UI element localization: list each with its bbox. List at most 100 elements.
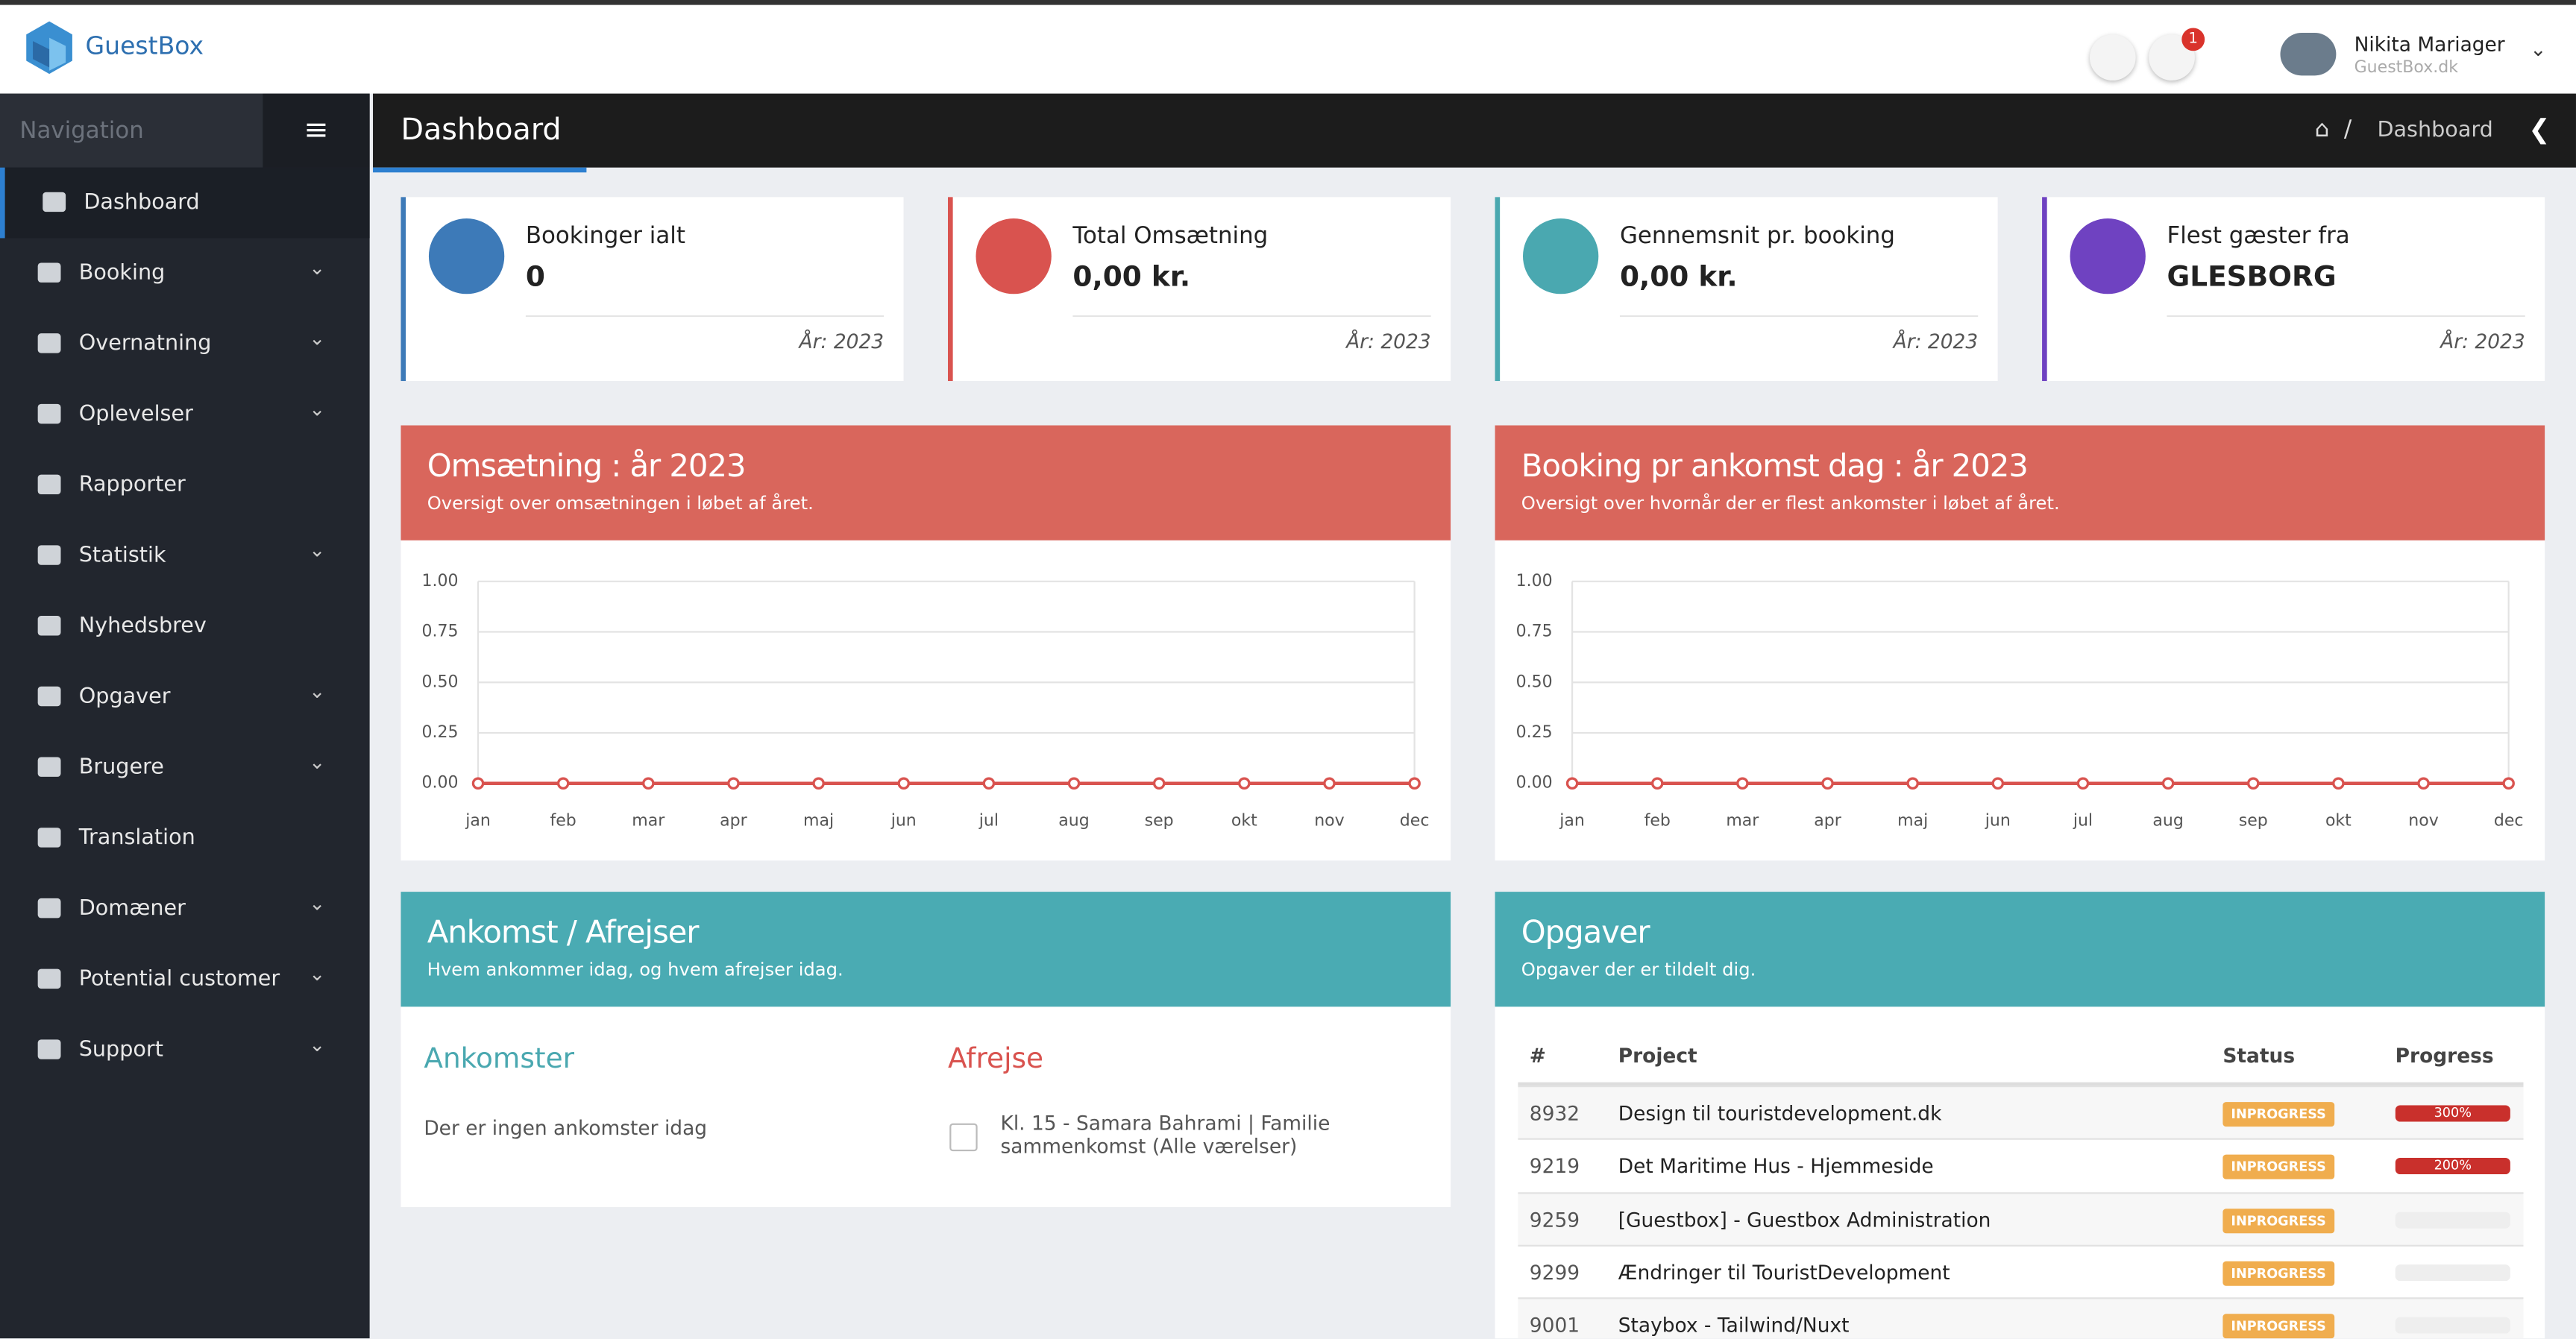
point [1736, 777, 1749, 790]
nav-icon [37, 686, 61, 707]
panel-header: Opgaver Opgaver der er tildelt dig. [1495, 892, 2545, 1007]
nav-label: Potential customer [78, 967, 280, 992]
nav-icon [37, 968, 61, 989]
checkbox[interactable] [949, 1123, 978, 1152]
nav-item[interactable]: Statistik ⌄ [0, 520, 370, 591]
stat-value: 0,00 kr. [1072, 261, 1191, 294]
tasks-panel: Opgaver Opgaver der er tildelt dig. # Proje… [1495, 892, 2545, 1339]
chart-panel: Omsætning : år 2023 Oversigt over omsætni… [400, 425, 1451, 861]
point [2076, 777, 2090, 790]
arrivals-panel: Ankomst / Afrejser Hvem ankommer idag, og… [400, 892, 1451, 1208]
nav-item[interactable]: Opgaver ⌄ [0, 662, 370, 733]
chart-title: Omsætning : år 2023 [427, 448, 747, 485]
y-tick-label: 0.50 [1516, 672, 1553, 691]
chevron: ⌄ [309, 962, 326, 986]
x-tick-label: nov [2408, 811, 2438, 830]
task-row[interactable]: 9001 Staybox - Tailwind/Nuxt INPROGRESS [1518, 1297, 2524, 1339]
panel-header: Booking pr ankomst dag : år 2023 Oversigt… [1495, 425, 2545, 541]
x-tick-label: jan [1559, 811, 1585, 830]
menu-toggle[interactable]: ≡ [263, 93, 370, 168]
nav-item[interactable]: Support ⌄ [0, 1015, 370, 1086]
x-tick-label: sep [1145, 811, 1174, 830]
home-icon[interactable]: ⌂ / [2314, 116, 2352, 143]
collapse[interactable]: ❮ [2528, 113, 2551, 145]
nav-label: Domæner [78, 896, 186, 921]
task-row[interactable]: 9299 Ændringer til TouristDevelopment INPR… [1518, 1244, 2524, 1299]
y-tick-label: 0.25 [422, 723, 459, 742]
nav-icon [37, 333, 61, 353]
panel-header: Omsætning : år 2023 Oversigt over omsætni… [400, 425, 1451, 541]
task-row[interactable]: 9219 Det Maritime Hus - Hjemmeside INPROGR… [1518, 1138, 2524, 1193]
nav-item[interactable]: Potential customer ⌄ [0, 945, 370, 1015]
x-tick-label: jul [2073, 811, 2093, 830]
nav-label: Translation [78, 826, 195, 851]
chevron: ⌄ [309, 679, 326, 703]
nav-item[interactable]: Oplevelser ⌄ [0, 379, 370, 450]
task-id: 9219 [1529, 1155, 1580, 1179]
nav-item[interactable]: Booking ⌄ [0, 238, 370, 309]
nav-icon [37, 403, 61, 424]
point [1152, 777, 1166, 790]
y-tick-label: 0.75 [422, 623, 459, 641]
x-tick-label: jan [465, 811, 491, 830]
stat-label: Total Omsætning [1072, 223, 1269, 250]
nav-item[interactable]: Brugere ⌄ [0, 732, 370, 803]
nav-item[interactable]: Dashboard [0, 167, 370, 239]
nav-label: Support [78, 1038, 163, 1063]
column-header: # [1529, 1044, 1546, 1068]
column-header: Progress [2395, 1044, 2494, 1068]
nav-item[interactable]: Rapporter [0, 450, 370, 521]
nav-label: Oplevelser [78, 402, 193, 427]
page-header: Dashboard ⌂ / Dashboard ❮ [373, 93, 2576, 168]
x-tick-label: sep [2239, 811, 2268, 830]
progress-bar [2395, 1158, 2510, 1175]
x-tick-label: okt [2325, 811, 2352, 830]
nav-item[interactable]: Translation [0, 803, 370, 874]
status-badge: INPROGRESS [2222, 1102, 2334, 1127]
user-dropdown[interactable]: ⌄ [2530, 37, 2547, 61]
task-project: [Guestbox] - Guestbox Administration [1618, 1208, 1991, 1232]
nav-icon [37, 545, 61, 565]
stat-year: År: 2023 [799, 330, 885, 353]
progress-track [2395, 1105, 2510, 1122]
chevron: ⌄ [309, 397, 326, 420]
stat-label: Gennemsnit pr. booking [1619, 223, 1895, 250]
x-tick-label: dec [1400, 811, 1430, 830]
nav-item[interactable]: Overnatning ⌄ [0, 309, 370, 379]
nav-item[interactable]: Nyhedsbrev [0, 591, 370, 662]
task-row[interactable]: 9259 [Guestbox] - Guestbox Administration… [1518, 1191, 2524, 1247]
x-tick-label: apr [720, 811, 747, 830]
brand: GuestBox [85, 31, 204, 61]
y-tick-label: 0.00 [1516, 774, 1553, 793]
chevron: ⌄ [309, 1033, 326, 1056]
x-tick-label: feb [1644, 811, 1671, 830]
user-name[interactable]: Nikita Mariager [2354, 33, 2505, 56]
point [727, 777, 740, 790]
logo [26, 21, 72, 75]
x-tick-label: apr [1814, 811, 1841, 830]
point [1906, 777, 1919, 790]
nav-label: Booking [78, 261, 166, 286]
stat-card: Bookinger ialt 0 År: 2023 [400, 197, 904, 382]
top-bar: GuestBox 1 Nikita Mariager GuestBox.dk ⌄ [0, 0, 2576, 94]
task-row[interactable]: 8932 Design til touristdevelopment.dk INPR… [1518, 1086, 2524, 1140]
task-id: 8932 [1529, 1102, 1580, 1125]
y-tick-label: 1.00 [422, 572, 459, 590]
nav-icon [37, 757, 61, 777]
stat-icon [976, 218, 1052, 294]
point [2161, 777, 2175, 790]
x-tick-label: aug [1058, 811, 1089, 830]
point [2246, 777, 2260, 790]
stat-card: Total Omsætning 0,00 kr. År: 2023 [948, 197, 1451, 382]
stat-year: År: 2023 [1893, 330, 1979, 353]
progress-label: 300% [2434, 1105, 2472, 1121]
x-tick-label: aug [2152, 811, 2183, 830]
panel-subtitle: Opgaver der er tildelt dig. [1521, 959, 1756, 981]
divider [2167, 315, 2525, 318]
status-badge: INPROGRESS [2222, 1208, 2334, 1233]
nav-icon [37, 616, 61, 636]
menu-button[interactable] [2089, 34, 2136, 81]
stat-icon [428, 218, 505, 294]
nav-item[interactable]: Domæner ⌄ [0, 874, 370, 945]
